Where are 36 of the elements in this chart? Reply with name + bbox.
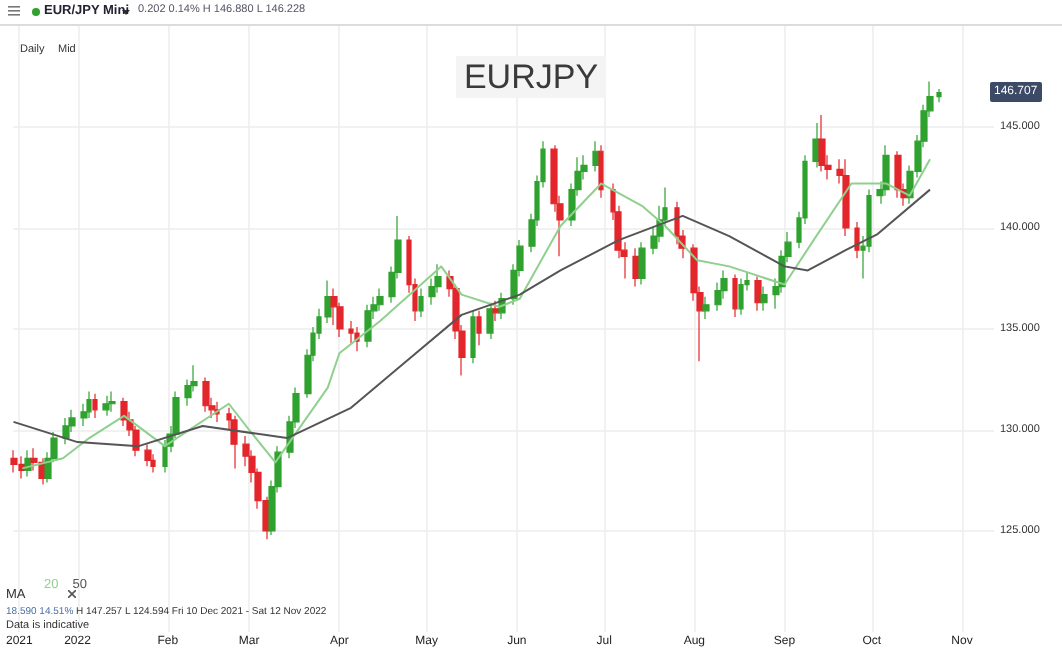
candlestick	[486, 302, 494, 340]
candlestick	[230, 415, 238, 469]
candlestick	[854, 221, 860, 259]
candlestick	[818, 114, 826, 173]
candlestick	[418, 288, 424, 318]
candlestick	[638, 241, 646, 286]
candlestick	[598, 144, 604, 199]
line-series	[21, 158, 931, 470]
candlestick	[10, 449, 18, 474]
candlestick	[476, 310, 482, 346]
candlestick	[702, 296, 710, 320]
candlestick	[592, 140, 600, 173]
candlestick	[364, 304, 372, 348]
candlestick	[882, 144, 890, 197]
candlestick	[470, 310, 476, 364]
text: EURJPY	[463, 58, 599, 96]
candlestick	[492, 300, 500, 322]
candlestick	[92, 393, 98, 419]
candlestick	[348, 320, 354, 344]
candlestick	[102, 395, 110, 417]
candlestick	[62, 417, 70, 445]
line-series	[12, 188, 931, 448]
candlestick	[760, 285, 768, 312]
candlestick	[86, 391, 92, 419]
candlestick	[108, 391, 116, 413]
candlestick	[812, 122, 820, 168]
candlestick	[754, 275, 762, 312]
candlestick	[738, 277, 744, 316]
candlestick	[18, 455, 26, 480]
candlestick	[376, 288, 384, 312]
candlestick	[894, 150, 902, 199]
candlestick	[632, 247, 640, 288]
candlestick	[144, 443, 152, 467]
candlestick	[842, 158, 850, 237]
candlestick	[732, 273, 738, 318]
candlestick	[202, 376, 210, 413]
